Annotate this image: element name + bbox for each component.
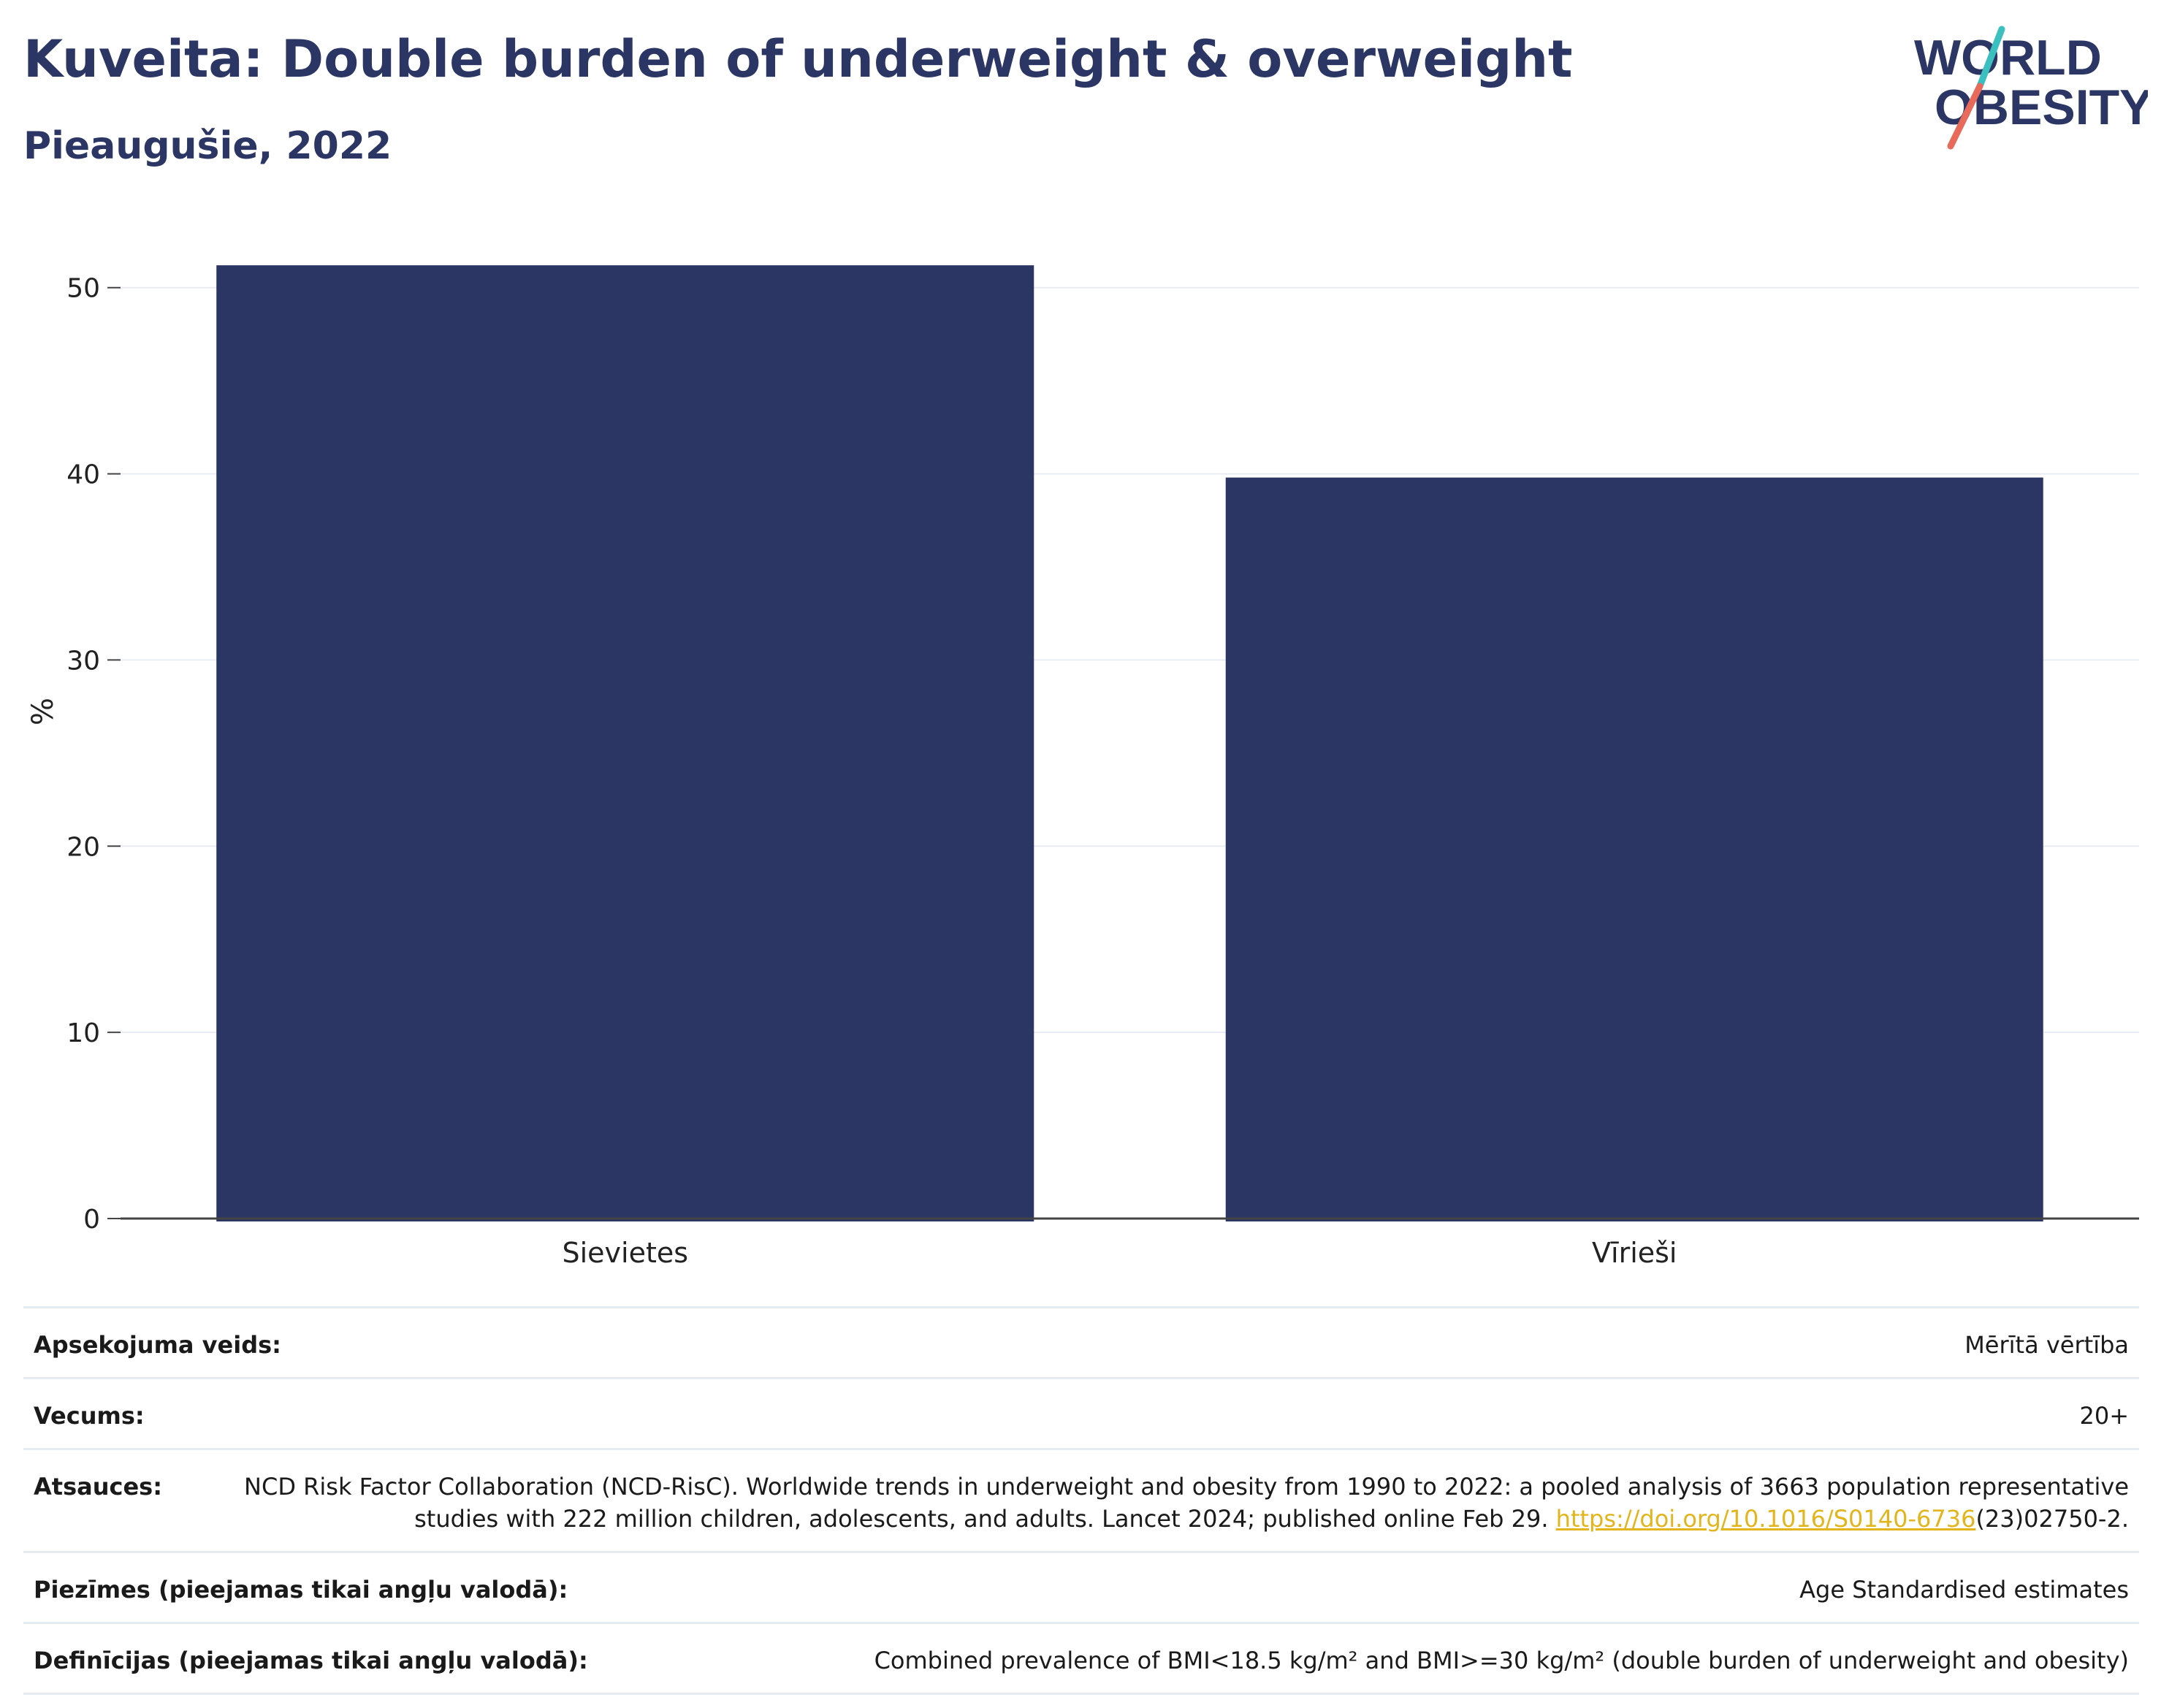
metadata-row: Apsekojuma veids: Mērītā vērtība: [23, 1308, 2139, 1379]
doi-link[interactable]: https://doi.org/10.1016/S0140-6736: [1555, 1505, 1976, 1533]
y-tick-label: 30: [66, 646, 100, 676]
bar-sievietes: [216, 265, 1034, 1221]
x-tick-label: Vīrieši: [1592, 1237, 1677, 1269]
metadata-value-text: Combined prevalence of BMI<18.5 kg/m² an…: [874, 1647, 2129, 1674]
metadata-row: Definīcijas (pieejamas tikai angļu valod…: [23, 1624, 2139, 1695]
metadata-label: Definīcijas (pieejamas tikai angļu valod…: [34, 1647, 588, 1674]
y-tick-label: 20: [66, 832, 100, 862]
metadata-value: Combined prevalence of BMI<18.5 kg/m² an…: [617, 1644, 2129, 1677]
metadata-label: Vecums:: [34, 1402, 145, 1430]
metadata-value: Mērītā vērtība: [310, 1329, 2129, 1361]
metadata-label: Apsekojuma veids:: [34, 1331, 281, 1359]
metadata-label: Atsauces:: [34, 1473, 162, 1501]
metadata-label: Piezīmes (pieejamas tikai angļu valodā):: [34, 1576, 568, 1604]
x-tick-label: Sievietes: [562, 1237, 688, 1269]
metadata-value: NCD Risk Factor Collaboration (NCD-RisC)…: [191, 1471, 2129, 1535]
metadata-value-text: NCD Risk Factor Collaboration (NCD-RisC)…: [244, 1473, 2129, 1533]
metadata-value: Age Standardised estimates: [597, 1574, 2129, 1606]
page-title: Kuveita: Double burden of underweight & …: [23, 29, 1573, 89]
logo-word-world: WORLD: [1914, 30, 2102, 85]
bar-vīrieši: [1225, 477, 2043, 1221]
logo-slash-coral: [1947, 83, 1983, 150]
logo-slash-teal: [1976, 26, 2005, 90]
page-subtitle: Pieaugušie, 2022: [23, 124, 392, 168]
y-tick-label: 50: [66, 274, 100, 304]
y-axis-label: %: [26, 698, 60, 725]
bar-chart: 0 10 20 30 40 50 Sievietes Vīrieši%: [26, 265, 2139, 1269]
metadata-table: Apsekojuma veids: Mērītā vērtība Vecums: 20…: [23, 1306, 2139, 1695]
metadata-value-text: 20+: [2079, 1402, 2129, 1430]
metadata-value-text: Mērītā vērtība: [1964, 1331, 2129, 1359]
y-tick-label: 10: [66, 1018, 100, 1048]
metadata-row: Piezīmes (pieejamas tikai angļu valodā):…: [23, 1553, 2139, 1624]
metadata-row: Vecums: 20+: [23, 1379, 2139, 1450]
doi-suffix: (23)02750-2.: [1975, 1505, 2129, 1533]
metadata-row: Atsauces: NCD Risk Factor Collaboration (…: [23, 1450, 2139, 1553]
y-tick-label: 40: [66, 460, 100, 490]
metadata-value-text: Age Standardised estimates: [1799, 1576, 2129, 1604]
world-obesity-logo[interactable]: WORLD OBESITY: [1899, 22, 2148, 153]
metadata-value: 20+: [174, 1400, 2129, 1432]
y-tick-label: 0: [83, 1205, 100, 1235]
